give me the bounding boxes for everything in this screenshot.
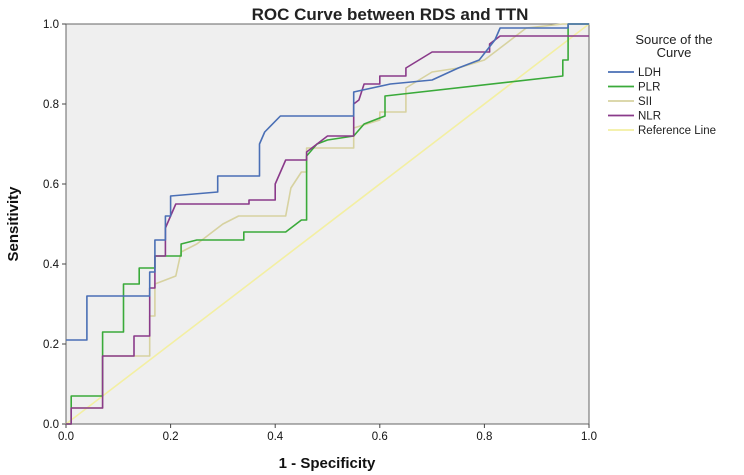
y-tick-label: 0.0 <box>43 419 59 431</box>
roc-curves <box>65 23 590 425</box>
x-tick-label: 0.2 <box>163 431 179 443</box>
y-axis-label: Sensitivity <box>5 186 22 262</box>
series-line-reference-line <box>65 23 590 425</box>
series-line-nlr <box>66 35 589 425</box>
legend-label-nlr: NLR <box>638 111 661 123</box>
x-tick-label: 1.0 <box>581 431 597 443</box>
x-tick-label: 0.0 <box>58 431 74 443</box>
y-tick-label: 0.8 <box>43 99 59 111</box>
y-tick-label: 0.2 <box>43 339 59 351</box>
x-tick-label: 0.8 <box>476 431 492 443</box>
legend-title-line-1: Source of the <box>635 32 712 47</box>
legend-label-ldh: LDH <box>638 67 661 79</box>
legend-label-reference-line: Reference Line <box>638 125 716 137</box>
x-axis-label: 1 - Specificity <box>279 455 376 472</box>
series-line-ldh <box>66 23 589 341</box>
legend-label-sii: SII <box>638 96 652 108</box>
chart-title: ROC Curve between RDS and TTN <box>252 5 529 24</box>
series-line-plr <box>66 23 589 425</box>
y-tick-label: 0.4 <box>43 259 60 271</box>
axis-ticks: 0.0 0.2 0.4 0.6 0.8 1.0 0.0 0.2 0.4 0.6 0.8 1.0 <box>43 19 597 443</box>
x-tick-label: 0.4 <box>267 431 284 443</box>
y-tick-label: 1.0 <box>43 19 59 31</box>
legend-label-plr: PLR <box>638 82 660 94</box>
legend: Source of the Curve LDH PLR SII NLR Referenc… <box>608 32 716 137</box>
legend-title-line-2: Curve <box>657 45 692 60</box>
x-tick-label: 0.6 <box>372 431 388 443</box>
y-tick-label: 0.6 <box>43 179 59 191</box>
